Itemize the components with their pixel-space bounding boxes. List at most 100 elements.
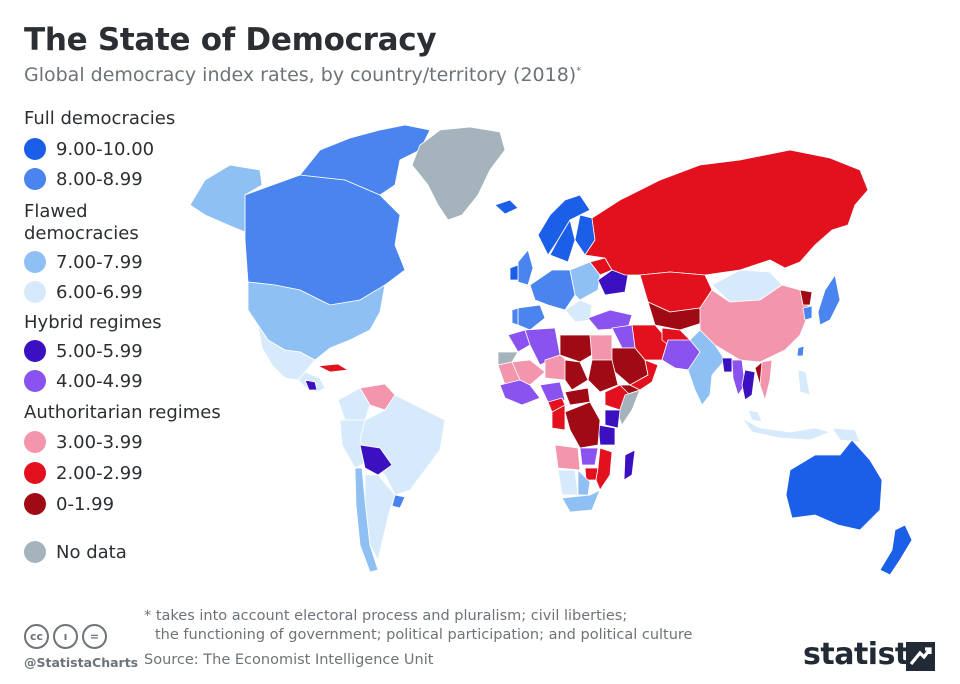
region-mali: [511, 359, 546, 386]
statista-logo-icon: [906, 642, 935, 671]
region-kenya: [604, 409, 621, 429]
region-iraq: [611, 324, 636, 349]
legend-label: 2.00-2.99: [56, 462, 143, 484]
world-map: [189, 124, 913, 576]
region-south-africa: [561, 489, 601, 513]
region-argentina: [364, 474, 396, 561]
legend-label: No data: [56, 541, 127, 563]
legend-heading-full-democracies: Full democracies: [24, 108, 176, 129]
region-malaysia: [747, 409, 763, 423]
subtitle-footnote-mark: *: [576, 65, 582, 77]
region-madagascar: [623, 449, 636, 481]
region-north-korea: [799, 289, 813, 306]
legend-swatch: [24, 340, 46, 362]
region-china: [699, 284, 811, 363]
region-ukraine: [597, 269, 629, 296]
legend-swatch: [24, 370, 46, 392]
region-canadian-arctic-islands: [299, 124, 431, 196]
legend-swatch: [24, 138, 46, 160]
legend-item-9-10: 9.00-10.00: [24, 137, 154, 161]
region-myanmar: [731, 359, 746, 396]
region-angola: [554, 444, 581, 471]
region-west-africa: [499, 379, 541, 406]
region-nicaragua: [304, 379, 318, 391]
legend-swatch: [24, 281, 46, 303]
region-chad: [564, 359, 589, 391]
region-norway: [537, 194, 591, 256]
legend-item-7-8: 7.00-7.99: [24, 250, 143, 274]
source-note: Source: The Economist Intelligence Unit: [144, 652, 434, 668]
region-vietnam: [759, 359, 773, 401]
legend-heading-flawed-democracies-line2: democracies: [24, 223, 139, 244]
region-nigeria: [539, 381, 566, 403]
region-ireland: [509, 264, 519, 281]
region-zambia: [579, 447, 599, 466]
region-south-korea: [802, 305, 813, 321]
legend-label: 9.00-10.00: [56, 138, 155, 160]
region-bangladesh: [721, 357, 733, 373]
legend-item-5-6: 5.00-5.99: [24, 339, 143, 363]
region-taiwan: [796, 345, 805, 357]
legend-item-6-7: 6.00-6.99: [24, 280, 143, 304]
region-australia: [785, 439, 883, 531]
legend-heading-hybrid-regimes: Hybrid regimes: [24, 312, 162, 333]
subtitle-text: Global democracy index rates, by country…: [24, 64, 577, 86]
region-colombia: [337, 387, 371, 421]
region-new-zealand: [879, 524, 913, 576]
legend-swatch: [24, 493, 46, 515]
license-icons: cc ı =: [24, 624, 107, 649]
legend-swatch: [24, 168, 46, 190]
region-uruguay: [391, 494, 406, 509]
region-western-europe: [529, 269, 576, 311]
region-russia: [584, 149, 869, 276]
legend-label: 8.00-8.99: [56, 168, 143, 190]
region-tanzania: [597, 424, 616, 446]
legend-label: 7.00-7.99: [56, 251, 143, 273]
legend-item-0-2: 0-1.99: [24, 492, 114, 516]
region-dr-congo: [564, 401, 601, 449]
legend-swatch: [24, 431, 46, 453]
region-namibia: [557, 469, 579, 496]
chart-subtitle: Global democracy index rates, by country…: [24, 64, 581, 86]
legend-item-3-4: 3.00-3.99: [24, 430, 143, 454]
region-egypt: [589, 334, 613, 361]
legend-swatch: [24, 541, 46, 563]
region-alaska: [189, 164, 263, 233]
region-cuba: [317, 363, 349, 373]
legend-item-2-3: 2.00-2.99: [24, 461, 143, 485]
legend-item-4-5: 4.00-4.99: [24, 369, 143, 393]
region-chile: [354, 467, 379, 573]
region-turkey: [587, 309, 633, 331]
footnote-line-1: * takes into account electoral process a…: [144, 608, 628, 624]
region-iceland: [494, 199, 519, 215]
region-sweden: [549, 219, 576, 263]
region-bolivia: [359, 444, 393, 476]
legend-label: 3.00-3.99: [56, 431, 143, 453]
legend-label: 0-1.99: [56, 493, 115, 515]
legend-swatch: [24, 251, 46, 273]
region-spain: [517, 304, 546, 331]
region-uk: [517, 249, 534, 286]
region-japan: [817, 274, 841, 326]
legend-label: 4.00-4.99: [56, 370, 143, 392]
no-derivatives-icon[interactable]: =: [82, 624, 107, 649]
region-mozambique: [595, 447, 613, 491]
region-greenland: [411, 126, 506, 221]
region-balkans: [564, 299, 593, 323]
statista-handle[interactable]: @StatistaCharts: [24, 655, 139, 670]
legend-heading-flawed-democracies-line1: Flawed: [24, 201, 88, 222]
region-portugal: [511, 307, 519, 326]
region-indonesia: [741, 417, 831, 441]
legend-label: 5.00-5.99: [56, 340, 143, 362]
region-cameroon: [547, 397, 566, 413]
region-libya: [559, 334, 593, 363]
attribution-icon[interactable]: ı: [53, 624, 78, 649]
cc-icon[interactable]: cc: [24, 624, 49, 649]
legend-item-8-9: 8.00-8.99: [24, 167, 143, 191]
region-papua-new-guinea: [831, 427, 861, 443]
footnote: * takes into account electoral process a…: [144, 607, 692, 645]
legend-item-no-data: No data: [24, 540, 127, 564]
region-philippines: [797, 369, 811, 396]
legend-label: 6.00-6.99: [56, 281, 143, 303]
region-central-african-republic: [564, 387, 591, 406]
